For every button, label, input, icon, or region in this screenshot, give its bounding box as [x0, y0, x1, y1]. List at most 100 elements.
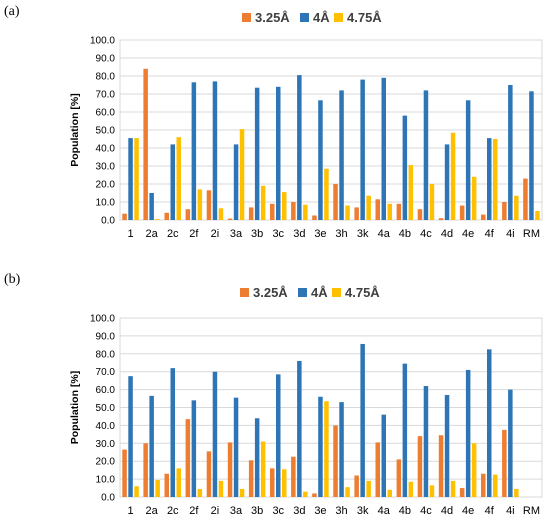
bar-2c-series-0	[164, 473, 169, 497]
bar-4i-series-1	[508, 389, 513, 497]
bar-4a-series-1	[381, 414, 386, 497]
x-tick-label: 3e	[314, 505, 326, 517]
bar-1-series-0	[122, 449, 127, 497]
bar-4b-series-2	[408, 165, 414, 220]
x-tick-label: 4e	[462, 228, 474, 240]
bar-2i-series-2	[218, 480, 224, 497]
bar-2c-series-2	[176, 468, 181, 497]
y-tick-label: 10.0	[96, 475, 116, 486]
bar-4d-series-1	[444, 394, 450, 497]
y-tick-label: 20.0	[96, 180, 116, 191]
bar-2f-series-1	[191, 82, 197, 220]
y-tick-label: 80.0	[96, 349, 116, 360]
x-tick-label: 4b	[399, 228, 411, 240]
y-axis-label: Population [%]	[69, 93, 81, 167]
x-tick-label: 3e	[314, 228, 326, 240]
legend-label: 3.25Å	[253, 285, 288, 300]
y-tick-label: 30.0	[96, 162, 116, 173]
y-tick-label: 90.0	[96, 331, 116, 342]
bar-2f-series-1	[191, 400, 197, 497]
bar-2a-series-0	[143, 443, 148, 497]
bar-4d-series-1	[444, 144, 450, 220]
bar-4d-series-2	[450, 132, 456, 220]
legend-swatch-0	[240, 288, 249, 297]
legend-swatch-2	[332, 288, 341, 297]
bar-4i-series-2	[514, 488, 519, 497]
x-tick-label: 4d	[441, 228, 453, 240]
x-tick-label: 4i	[506, 505, 515, 517]
x-tick-label: 2a	[146, 505, 159, 517]
bar-3b-series-1	[254, 87, 260, 220]
bar-2c-series-0	[164, 212, 169, 220]
bar-3h-series-1	[339, 402, 344, 497]
bar-3a-series-1	[233, 397, 239, 497]
legend-swatch-1	[298, 288, 307, 297]
bar-2i-series-1	[212, 81, 218, 221]
bar-2i-series-0	[206, 451, 212, 497]
x-tick-label: 3b	[251, 228, 263, 240]
x-tick-label: 2a	[146, 228, 159, 240]
bar-RM-series-0	[523, 178, 528, 220]
bar-4b-series-0	[396, 459, 402, 497]
bar-4i-series-0	[502, 202, 507, 220]
bar-3k-series-2	[366, 195, 371, 220]
x-tick-label: 4d	[441, 505, 453, 517]
bar-4a-series-0	[375, 442, 380, 497]
legend-swatch-2	[334, 13, 343, 22]
bar-3h-series-1	[339, 90, 344, 221]
chart-a: 0.0 10.0 20.0 30.0 40.0 50.0 60.0 70.0 80.0 90.0 1…	[69, 10, 543, 240]
legend-label: 4.75Å	[347, 10, 382, 25]
legend-label: 4Å	[311, 285, 328, 300]
x-tick-label: 4i	[506, 228, 515, 240]
bar-4b-series-1	[402, 115, 408, 220]
bar-4c-series-2	[429, 184, 435, 220]
y-tick-label: 100.0	[90, 314, 115, 325]
bar-3a-series-0	[227, 218, 233, 220]
x-tick-label: 2c	[167, 505, 179, 517]
bar-4a-series-2	[387, 203, 392, 220]
bar-4c-series-0	[417, 209, 423, 220]
bar-4d-series-0	[438, 218, 444, 220]
x-tick-label: 4c	[420, 505, 432, 517]
bar-4b-series-1	[402, 363, 408, 497]
bar-1-series-2	[134, 486, 139, 497]
bar-2i-series-2	[218, 208, 224, 220]
bar-2a-series-1	[149, 395, 154, 497]
bar-3a-series-2	[239, 488, 245, 497]
x-tick-label: 3h	[335, 505, 347, 517]
bar-4a-series-1	[381, 77, 386, 220]
y-axis-label: Population [%]	[69, 371, 81, 445]
bar-4c-series-0	[417, 436, 423, 497]
legend-label: 3.25Å	[255, 10, 290, 25]
x-tick-label: 4f	[485, 228, 495, 240]
bar-4e-series-0	[459, 488, 465, 497]
bar-3e-series-0	[312, 493, 317, 497]
bar-3b-series-1	[254, 418, 260, 497]
x-tick-label: 3a	[230, 505, 243, 517]
x-tick-label: 4a	[378, 505, 391, 517]
bar-4a-series-2	[387, 489, 392, 497]
bar-3e-series-0	[312, 215, 317, 220]
bar-2f-series-0	[185, 419, 191, 497]
y-tick-label: 80.0	[96, 72, 116, 83]
bar-3c-series-1	[276, 86, 281, 220]
bar-RM-series-1	[529, 91, 534, 220]
y-tick-label: 60.0	[96, 108, 116, 119]
x-tick-label: RM	[523, 505, 540, 517]
x-tick-label: 3d	[293, 505, 305, 517]
bar-3c-series-2	[282, 469, 287, 497]
bar-1-series-0	[122, 213, 127, 220]
bar-3e-series-2	[324, 401, 329, 497]
bar-1-series-1	[128, 376, 133, 497]
bar-4c-series-1	[423, 90, 429, 221]
y-tick-label: 20.0	[96, 457, 116, 468]
bar-4e-series-1	[465, 369, 471, 497]
x-tick-label: 3h	[335, 228, 347, 240]
bar-4f-series-1	[487, 349, 492, 497]
bar-2i-series-1	[212, 371, 218, 497]
bar-3h-series-0	[333, 425, 338, 497]
x-tick-label: 3k	[357, 228, 369, 240]
x-tick-label: 1	[127, 228, 133, 240]
bar-2i-series-0	[206, 190, 212, 220]
bar-2c-series-1	[170, 144, 175, 220]
